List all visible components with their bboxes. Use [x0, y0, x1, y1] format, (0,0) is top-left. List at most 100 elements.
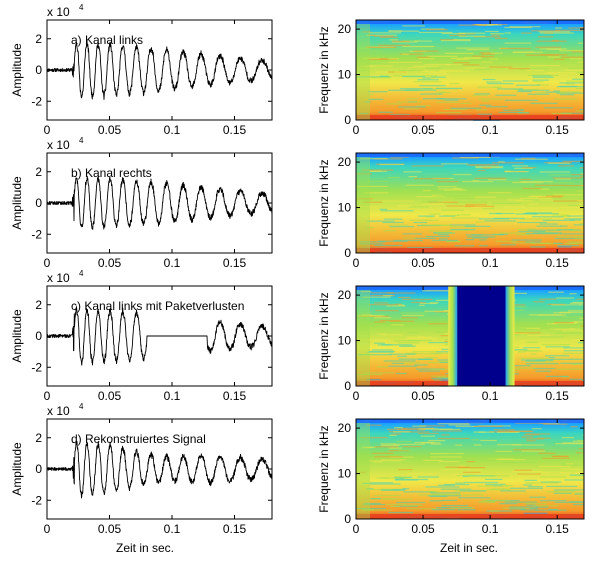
spectrogram-streak: [487, 489, 511, 491]
spectrogram-streak: [525, 482, 559, 484]
spectrogram-streak: [579, 108, 584, 111]
panel-annotation: b) Kanal rechts: [71, 166, 152, 180]
spectrogram-streak: [503, 190, 525, 193]
spectrogram-streak: [435, 87, 463, 89]
spectrogram-streak: [360, 47, 369, 49]
spectrogram-streak: [390, 156, 409, 158]
spectrogram-panel-c: 0 0.05 0.1 0.15 0 10 20 Frequenz in kHz: [317, 285, 585, 403]
spectrogram-streak: [435, 299, 455, 302]
spectrogram-streak: [357, 70, 366, 72]
spectrogram-streak: [554, 237, 584, 240]
spectrogram-streak: [450, 507, 475, 509]
spectrogram-streak: [522, 187, 542, 190]
spectrogram-streak: [379, 163, 405, 166]
spectrogram-streak: [510, 367, 536, 369]
spectrogram-streak: [479, 104, 492, 106]
spectrogram-streak: [402, 233, 423, 235]
spectrogram-streak: [449, 224, 476, 226]
spectrogram-streak: [380, 75, 389, 77]
spectrogram-streak: [443, 483, 470, 486]
spectrogram-streak: [522, 347, 541, 349]
spectrogram-streak: [437, 423, 470, 425]
spectrogram-streak: [362, 57, 381, 59]
spectrogram-streak: [481, 100, 490, 102]
spectrogram-streak: [389, 39, 399, 41]
spec-xtick-label: 0.15: [545, 522, 569, 536]
spectrogram-streak: [491, 34, 500, 36]
spectrogram-streak: [512, 165, 529, 167]
spectrogram-panel-b: 0 0.05 0.1 0.15 0 10 20 Frequenz in kHz: [317, 152, 585, 270]
spectrogram-streak: [460, 156, 491, 159]
spectrogram-streak: [474, 93, 490, 95]
spectrogram-streak: [504, 26, 533, 29]
spectrogram-onset: [356, 419, 370, 519]
spectrogram-streak: [389, 30, 403, 32]
spectrogram-streak: [515, 306, 527, 308]
spectrogram-streak: [362, 509, 392, 511]
spectrogram-streak: [440, 39, 457, 41]
spectrogram-streak: [391, 362, 404, 364]
spectrogram-streak: [507, 292, 528, 295]
spectrogram-streak: [441, 434, 450, 436]
spectrogram-streak: [402, 446, 422, 448]
spectrogram-streak: [395, 372, 407, 375]
spectrogram-streak: [397, 304, 405, 306]
wave-xtick-label: 0.15: [223, 123, 247, 137]
spectrogram-streak: [525, 241, 541, 243]
spectrogram-streak: [491, 234, 504, 236]
wave-xtick-label: 0.1: [164, 522, 181, 536]
spectrogram-field: [356, 153, 584, 253]
spectrogram-streak: [370, 498, 381, 500]
spec-ytick-label: 0: [344, 246, 351, 260]
spectrogram-streak: [396, 501, 426, 504]
spectrogram-streak: [391, 41, 418, 43]
spectrogram-streak: [436, 98, 467, 100]
spectrogram-streak: [569, 230, 584, 232]
spectrogram-streak: [520, 509, 538, 511]
spectrogram-streak: [548, 508, 558, 511]
spectrogram-streak: [474, 166, 504, 168]
spectrogram-streak: [383, 230, 397, 232]
spectrogram-streak: [580, 173, 584, 175]
spectrogram-streak: [435, 111, 462, 114]
spectrogram-streak: [367, 91, 388, 93]
spectrogram-streak: [539, 188, 550, 190]
spectrogram-streak: [367, 351, 394, 353]
spectrogram-streak: [485, 106, 508, 108]
spectrogram-streak: [403, 108, 419, 110]
spectrogram-streak: [563, 347, 584, 349]
spectrogram-streak: [580, 325, 584, 327]
spectrogram-streak: [418, 31, 453, 34]
spectrogram-streak: [413, 221, 427, 224]
spectrogram-streak: [515, 84, 541, 86]
spectrogram-streak: [356, 198, 374, 200]
spectrogram-streak: [517, 473, 541, 475]
spectrogram-streak: [395, 476, 402, 478]
wave-ytick-label: -2: [31, 94, 42, 108]
spectrogram-streak: [576, 471, 584, 473]
spectrogram-streak: [568, 67, 584, 69]
spectrogram-streak: [537, 437, 551, 439]
spectrogram-streak: [428, 230, 451, 232]
spectrogram-streak: [465, 239, 475, 241]
spectrogram-streak: [377, 366, 389, 368]
spectrogram-streak: [447, 469, 470, 471]
spectrogram-streak: [573, 224, 584, 226]
spectrogram-streak: [417, 75, 438, 77]
spectrogram-streak: [397, 342, 420, 344]
spectrogram-streak: [418, 494, 445, 496]
spectrogram-streak: [443, 214, 460, 217]
spectrogram-streak: [400, 312, 429, 314]
spectrogram-streak: [479, 52, 491, 54]
spectrogram-streak: [564, 218, 584, 220]
spectrogram-streak: [536, 92, 546, 94]
spectrogram-streak: [568, 27, 584, 29]
spectrogram-streak: [440, 469, 449, 471]
spectrogram-streak: [458, 35, 486, 37]
spectrogram-streak: [380, 443, 396, 445]
spectrogram-streak: [473, 431, 485, 433]
spectrogram-streak: [475, 109, 487, 111]
spectrogram-streak: [440, 163, 469, 165]
spectrogram-streak: [429, 492, 461, 494]
spectrogram-streak: [421, 70, 436, 73]
